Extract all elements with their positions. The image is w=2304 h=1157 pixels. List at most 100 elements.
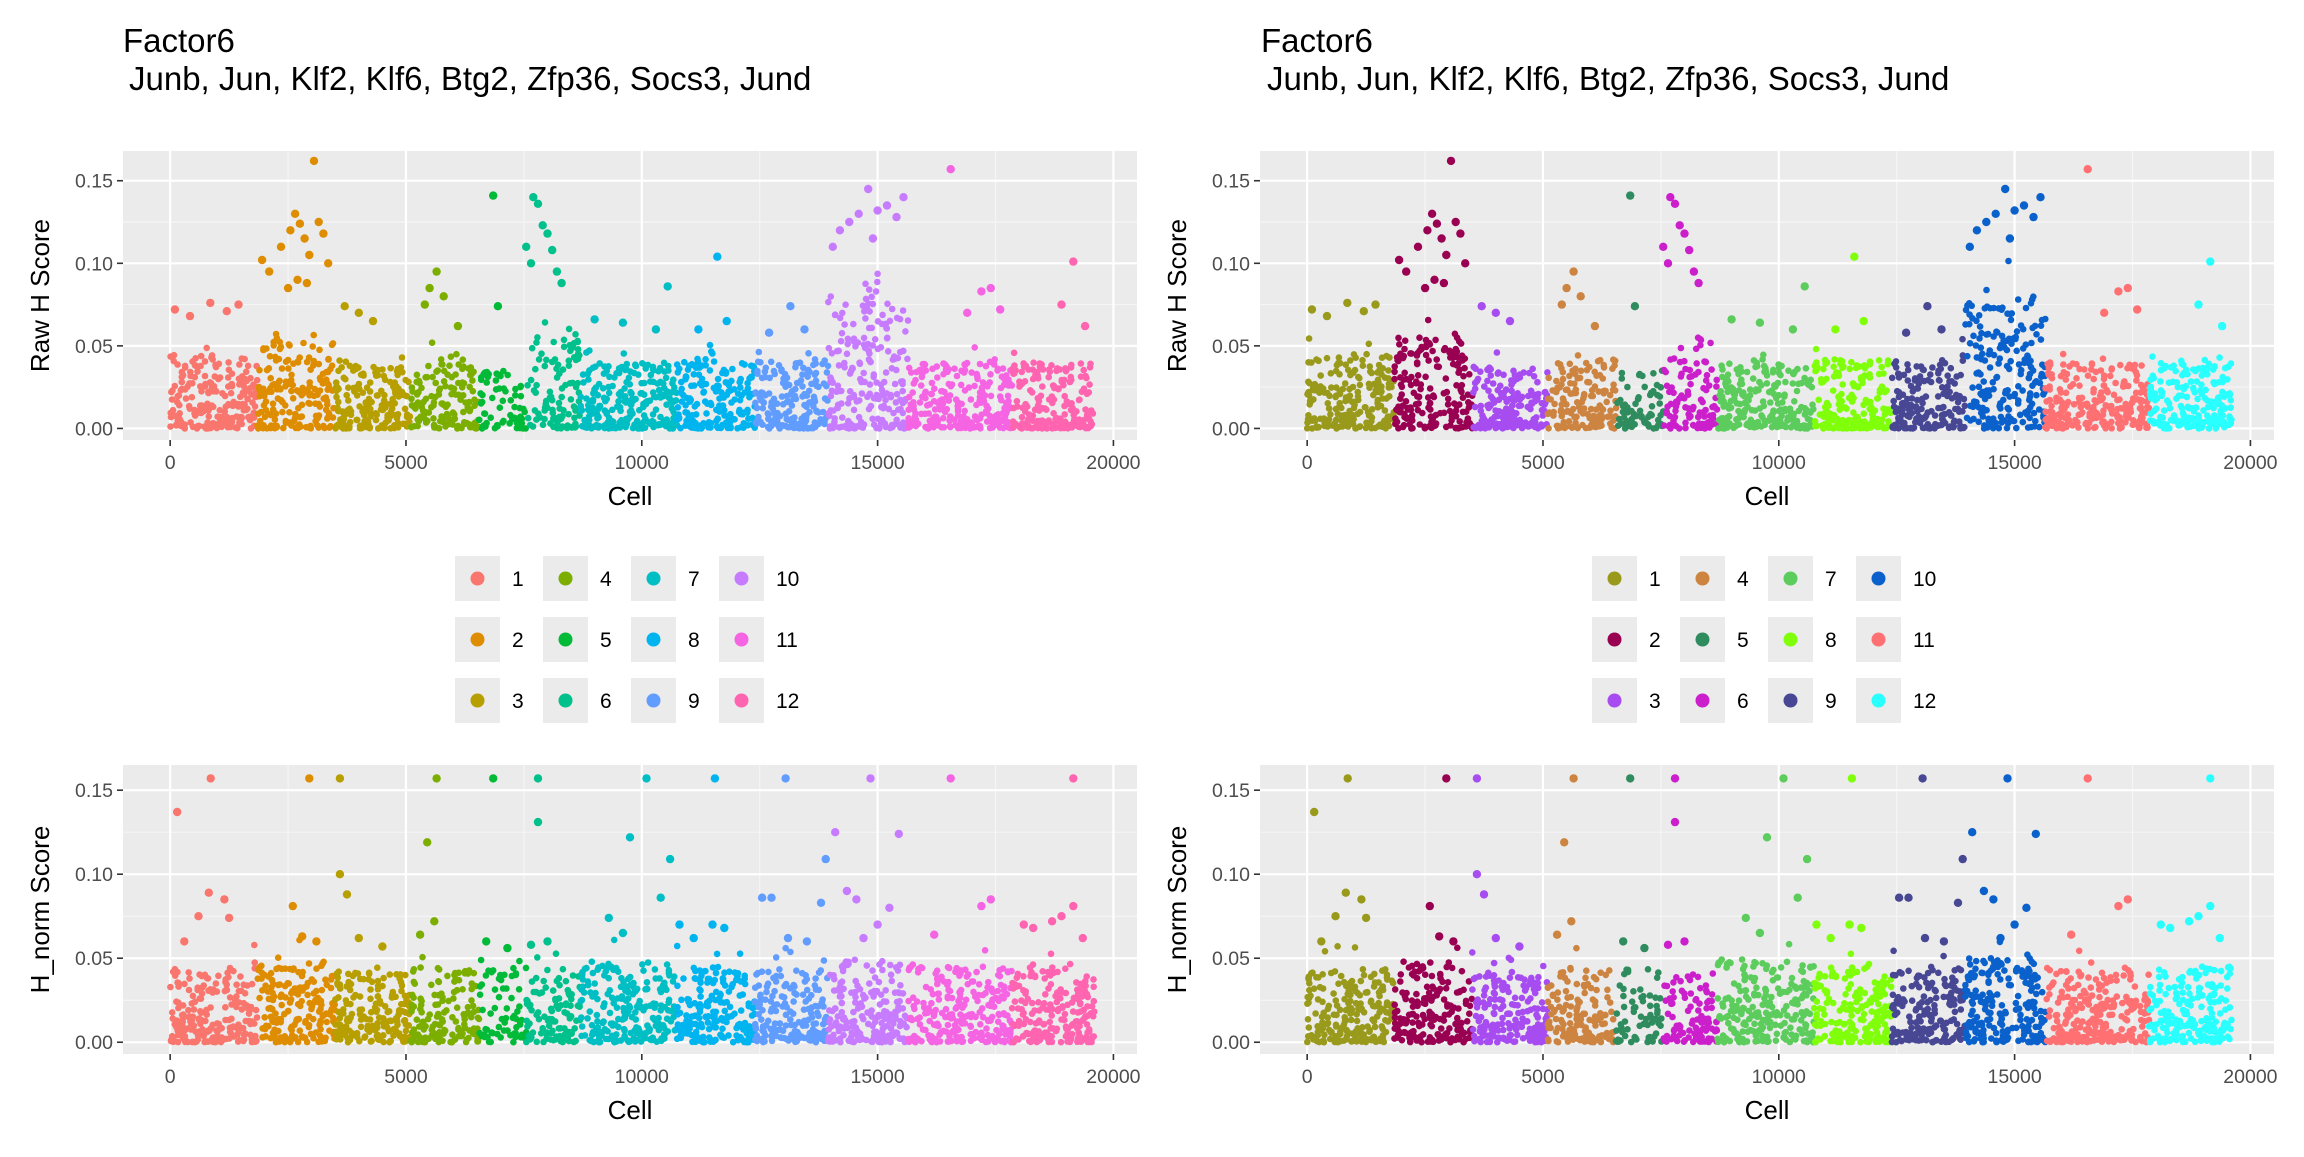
left-norm-outlier-point xyxy=(173,808,181,816)
left-raw-point xyxy=(381,373,388,380)
right-raw-point xyxy=(1404,405,1411,412)
left-norm-point xyxy=(710,980,717,987)
left-norm-point xyxy=(768,1033,775,1040)
left-raw-point xyxy=(741,361,748,368)
left-raw-point xyxy=(866,350,873,357)
left-raw-point xyxy=(884,335,891,342)
right-raw-point xyxy=(1336,404,1343,411)
left-raw-point xyxy=(520,406,527,413)
left-raw-point xyxy=(312,400,319,407)
left-raw-point xyxy=(905,317,912,324)
left-raw-point xyxy=(239,401,246,408)
left-norm-point xyxy=(854,1028,861,1035)
left-raw-outlier-point xyxy=(1057,300,1065,308)
left-raw-point xyxy=(194,409,201,416)
left-norm-point xyxy=(864,962,871,969)
left-raw-point xyxy=(465,365,472,372)
left-raw-point xyxy=(990,417,997,424)
right-raw-point xyxy=(1320,385,1327,392)
left-raw-outlier-point xyxy=(305,251,313,259)
left-raw-point xyxy=(189,394,196,401)
left-norm-point xyxy=(449,1031,456,1038)
left-raw-point xyxy=(616,391,623,398)
left-raw-point xyxy=(329,342,336,349)
left-raw-point xyxy=(745,422,752,429)
left-norm-point xyxy=(488,969,495,976)
left-raw-point xyxy=(947,424,954,431)
right-raw-point xyxy=(1398,381,1405,388)
left-norm-point xyxy=(273,966,280,973)
left-raw-point xyxy=(837,388,844,395)
right-raw-point xyxy=(1324,355,1331,362)
left-norm-point xyxy=(923,984,930,991)
right-raw-point xyxy=(1395,425,1402,432)
right-raw-point xyxy=(1456,418,1463,425)
left-raw-point xyxy=(306,392,313,399)
right-raw-point xyxy=(1416,394,1423,401)
right-raw-point xyxy=(1377,389,1384,396)
left-norm-point xyxy=(783,1012,790,1019)
left-raw-point xyxy=(765,411,772,418)
left-norm-point xyxy=(978,1030,985,1037)
left-norm-point xyxy=(712,1037,719,1044)
left-norm-point xyxy=(344,1017,351,1024)
left-norm-x-tick-label: 0 xyxy=(165,1066,176,1088)
left-raw-point xyxy=(256,367,263,374)
left-norm-point xyxy=(590,1029,597,1036)
left-norm-point xyxy=(1084,1003,1091,1010)
left-norm-point xyxy=(623,1011,630,1018)
left-norm-point xyxy=(599,1029,606,1036)
left-norm-point xyxy=(1041,975,1048,982)
left-raw-point xyxy=(307,366,314,373)
left-norm-outlier-point xyxy=(378,942,386,950)
left-norm-point xyxy=(196,1028,203,1035)
right-raw-point xyxy=(1458,389,1465,396)
left-norm-point xyxy=(1022,1000,1029,1007)
left-norm-outlier-point xyxy=(205,889,213,897)
right-raw-point xyxy=(1386,393,1393,400)
left-raw-point xyxy=(838,338,845,345)
left-raw-point xyxy=(894,391,901,398)
left-raw-outlier-point xyxy=(883,201,891,209)
left-raw-point xyxy=(941,424,948,431)
left-norm-point xyxy=(524,1018,531,1025)
left-norm-point xyxy=(685,996,692,1003)
right-raw-point xyxy=(1401,411,1408,418)
left-raw-point xyxy=(413,379,420,386)
left-raw-point xyxy=(559,385,566,392)
left-norm-outlier-point xyxy=(336,774,344,782)
left-raw-point xyxy=(822,395,829,402)
left-norm-outlier-point xyxy=(784,934,792,942)
left-norm-point xyxy=(987,1017,994,1024)
left-norm-point xyxy=(578,986,585,993)
right-raw-point xyxy=(1417,421,1424,428)
left-raw-point xyxy=(884,301,891,308)
left-raw-outlier-point xyxy=(421,300,429,308)
left-raw-point xyxy=(893,399,900,406)
left-raw-point xyxy=(236,376,243,383)
left-norm-point xyxy=(175,983,182,990)
left-raw-x-axis-title: Cell xyxy=(608,481,653,511)
left-raw-point xyxy=(182,363,189,370)
left-raw-point xyxy=(865,341,872,348)
left-raw-point xyxy=(467,372,474,379)
left-raw-point xyxy=(623,379,630,386)
left-raw-point xyxy=(1080,421,1087,428)
left-raw-point xyxy=(604,409,611,416)
left-norm-point xyxy=(765,980,772,987)
left-raw-point xyxy=(831,419,838,426)
left-raw-point xyxy=(681,359,688,366)
left-raw-point xyxy=(466,384,473,391)
left-raw-point xyxy=(724,392,731,399)
left-norm-point xyxy=(316,999,323,1006)
left-norm-point xyxy=(618,975,625,982)
left-norm-point xyxy=(367,1024,374,1031)
right-raw-point xyxy=(1452,331,1459,338)
left-raw-point xyxy=(592,389,599,396)
left-raw-point xyxy=(657,365,664,372)
left-norm-point xyxy=(1058,1039,1065,1046)
left-norm-point xyxy=(605,991,612,998)
left-norm-point xyxy=(1047,1006,1054,1013)
left-norm-outlier-point xyxy=(657,894,665,902)
